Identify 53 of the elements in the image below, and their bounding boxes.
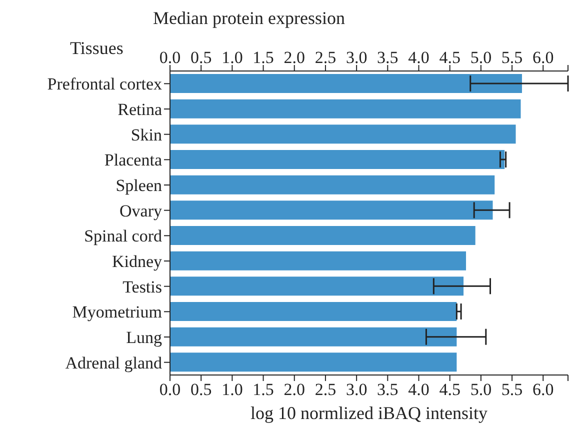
x2-tick-label: 1.5	[252, 380, 274, 400]
y-tick-label: Retina	[118, 100, 162, 120]
x-tick-label: 5.0	[470, 48, 492, 67]
x-tick-label: 3.5	[377, 48, 398, 67]
x-tick-label: 3.0	[346, 48, 368, 67]
x2-tick-label: 4.5	[439, 380, 460, 400]
x2-tick-label: 4.0	[408, 380, 430, 400]
y-tick-label: Lung	[126, 328, 162, 348]
x2-tick-label: 3.0	[346, 380, 368, 400]
y-tick-label: Myometrium	[72, 302, 162, 322]
bar	[170, 327, 457, 346]
x-tick-label: 0.5	[190, 48, 212, 67]
y-tick-label: Spleen	[116, 176, 162, 196]
bar	[170, 226, 476, 245]
x-tick-label: 0.0	[159, 48, 181, 67]
y-tick-label: Ovary	[120, 201, 162, 220]
bar	[170, 124, 516, 144]
x-tick-label: 5.5	[501, 48, 523, 67]
bar	[170, 175, 495, 194]
x2-tick-label: 5.5	[501, 380, 523, 400]
x2-tick-label: 3.5	[377, 380, 398, 400]
x-tick-label: 2.0	[284, 48, 305, 67]
x2-tick-label: 0.0	[159, 380, 181, 400]
x-tick-label: 4.5	[439, 48, 460, 67]
bar	[170, 200, 493, 220]
bar	[170, 99, 521, 118]
y-tick-label: Spinal cord	[84, 226, 162, 246]
x-axis-title: log 10 normlized iBAQ intensity	[250, 403, 488, 423]
y-tick-label: Prefrontal cortex	[47, 74, 162, 94]
y-tick-label: Adrenal gland	[65, 353, 162, 372]
bar	[170, 352, 457, 372]
x2-tick-label: 2.5	[314, 380, 336, 400]
y-tick-label: Testis	[122, 277, 162, 296]
x2-tick-label: 1.0	[222, 380, 243, 400]
x-tick-label: 4.0	[408, 48, 430, 67]
bar	[170, 74, 522, 93]
bar	[170, 251, 466, 270]
x2-tick-label: 2.0	[284, 380, 305, 400]
bar	[170, 150, 505, 169]
x-tick-label: 1.5	[252, 48, 274, 67]
chart-title: Median protein expression	[153, 8, 345, 29]
y-tick-label: Placenta	[104, 150, 162, 170]
bar	[170, 276, 464, 296]
y-tick-label: Kidney	[112, 252, 162, 272]
x-tick-label: 2.5	[314, 48, 336, 67]
y-tick-label: Skin	[130, 125, 162, 144]
x2-tick-label: 0.5	[190, 380, 212, 400]
x2-tick-label: 5.0	[470, 380, 492, 400]
x-tick-label: 6.0	[532, 48, 554, 67]
bar	[170, 302, 457, 321]
x-tick-label: 1.0	[222, 48, 243, 67]
y-axis-title: Tissues	[70, 38, 124, 59]
x2-tick-label: 6.0	[532, 380, 554, 400]
